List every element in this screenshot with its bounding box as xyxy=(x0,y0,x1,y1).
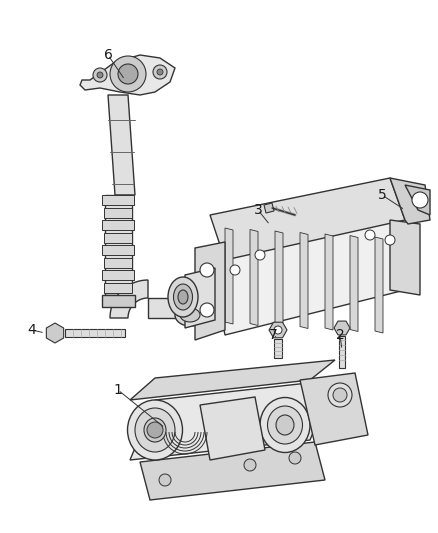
Polygon shape xyxy=(104,207,132,217)
Ellipse shape xyxy=(144,418,166,442)
Circle shape xyxy=(255,250,265,260)
Polygon shape xyxy=(325,234,333,330)
Ellipse shape xyxy=(268,406,303,444)
Ellipse shape xyxy=(175,304,205,326)
Polygon shape xyxy=(185,268,215,328)
Polygon shape xyxy=(130,360,335,400)
Polygon shape xyxy=(46,323,64,343)
Polygon shape xyxy=(269,322,287,338)
Text: 2: 2 xyxy=(336,328,344,342)
Polygon shape xyxy=(195,242,225,340)
Polygon shape xyxy=(225,228,233,324)
Polygon shape xyxy=(102,195,134,205)
Polygon shape xyxy=(390,178,430,224)
Circle shape xyxy=(412,192,428,208)
Circle shape xyxy=(200,263,214,277)
Text: 3: 3 xyxy=(254,203,262,217)
Circle shape xyxy=(153,65,167,79)
Ellipse shape xyxy=(135,408,175,452)
Polygon shape xyxy=(274,339,282,358)
Circle shape xyxy=(328,383,352,407)
Text: 4: 4 xyxy=(28,323,36,337)
Ellipse shape xyxy=(276,415,294,435)
Circle shape xyxy=(93,68,107,82)
Ellipse shape xyxy=(260,398,310,453)
Text: 7: 7 xyxy=(268,328,277,342)
Circle shape xyxy=(274,326,282,334)
Ellipse shape xyxy=(168,277,198,317)
Polygon shape xyxy=(110,280,148,318)
Polygon shape xyxy=(80,55,175,95)
Text: 1: 1 xyxy=(113,383,123,397)
Circle shape xyxy=(289,452,301,464)
Polygon shape xyxy=(350,236,358,332)
Polygon shape xyxy=(102,220,134,230)
Circle shape xyxy=(385,235,395,245)
Circle shape xyxy=(118,64,138,84)
Polygon shape xyxy=(210,178,405,260)
Circle shape xyxy=(147,422,163,438)
Polygon shape xyxy=(65,329,125,337)
Polygon shape xyxy=(300,232,308,328)
Polygon shape xyxy=(102,270,134,280)
Polygon shape xyxy=(405,185,430,215)
Polygon shape xyxy=(104,282,132,293)
Text: 6: 6 xyxy=(103,48,113,62)
Circle shape xyxy=(365,230,375,240)
Polygon shape xyxy=(339,336,345,368)
Circle shape xyxy=(159,474,171,486)
Polygon shape xyxy=(102,295,135,307)
Polygon shape xyxy=(105,195,132,295)
Polygon shape xyxy=(104,232,132,243)
Polygon shape xyxy=(390,220,420,295)
Circle shape xyxy=(333,388,347,402)
Polygon shape xyxy=(334,321,350,335)
Polygon shape xyxy=(108,95,135,195)
Polygon shape xyxy=(300,373,368,445)
Polygon shape xyxy=(130,380,335,460)
Ellipse shape xyxy=(173,284,192,310)
Polygon shape xyxy=(264,203,274,213)
Circle shape xyxy=(97,72,103,78)
Polygon shape xyxy=(275,231,283,327)
Circle shape xyxy=(230,265,240,275)
Polygon shape xyxy=(210,220,405,335)
Text: 5: 5 xyxy=(378,188,386,202)
Polygon shape xyxy=(148,298,185,318)
Circle shape xyxy=(244,459,256,471)
Polygon shape xyxy=(250,230,258,326)
Circle shape xyxy=(200,303,214,317)
Circle shape xyxy=(157,69,163,75)
Polygon shape xyxy=(104,257,132,268)
Ellipse shape xyxy=(178,290,188,304)
Circle shape xyxy=(110,56,146,92)
Polygon shape xyxy=(140,442,325,500)
Polygon shape xyxy=(102,245,134,255)
Ellipse shape xyxy=(127,400,183,460)
Polygon shape xyxy=(375,237,383,333)
Ellipse shape xyxy=(180,308,200,322)
Polygon shape xyxy=(200,397,265,460)
